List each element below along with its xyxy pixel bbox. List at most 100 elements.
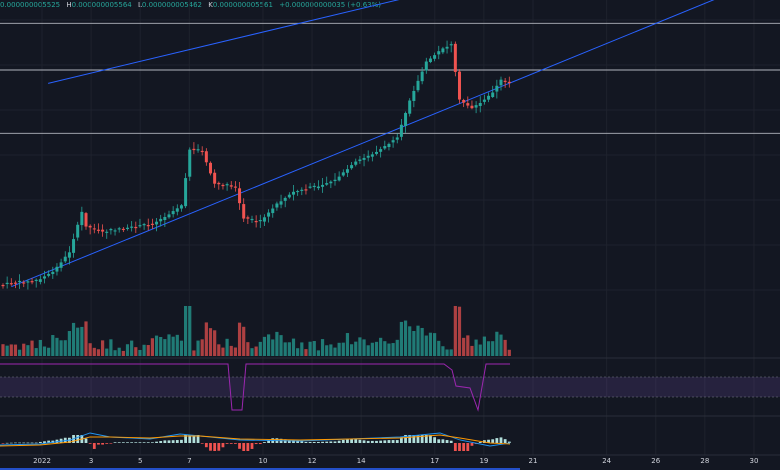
macd-histogram-bar [159, 441, 163, 443]
volume-bar [466, 335, 470, 356]
volume-bar [30, 340, 34, 356]
horizontal-levels[interactable] [0, 22, 780, 134]
volume-bar [470, 345, 474, 356]
candle-body [84, 213, 88, 227]
candle-body [316, 186, 320, 189]
candle-body [370, 154, 374, 157]
macd-histogram-bar [350, 439, 353, 443]
candle-body [275, 203, 279, 208]
macd-histogram-bar [113, 442, 117, 443]
volume-bar [92, 347, 96, 356]
trend-channel[interactable] [11, 0, 754, 288]
macd-histogram-bar [217, 443, 221, 451]
macd-histogram-bar [38, 441, 42, 443]
macd-histogram-bar [408, 435, 412, 443]
volume-bar [167, 334, 171, 356]
candle-body [18, 280, 22, 283]
candle-body [466, 103, 470, 106]
macd-histogram-bar [88, 443, 92, 444]
candle-body [109, 229, 113, 231]
macd-histogram-bar [97, 443, 100, 445]
volume-bar [383, 341, 387, 356]
macd-histogram-bar [142, 442, 146, 443]
candle-body [196, 149, 200, 151]
volume-bar [333, 347, 337, 356]
time-axis[interactable]: 2022 3 5 7 10 12 14 17 19 21 24 26 28 30 [0, 457, 758, 470]
volume-bar [408, 326, 412, 356]
volume-bar [395, 339, 399, 356]
macd-histogram-bar [43, 441, 46, 443]
candle-body [321, 184, 325, 187]
candle-body [337, 176, 341, 181]
macd-histogram-bar [188, 435, 192, 443]
macd-histogram-bar [229, 443, 233, 444]
volume-bar [296, 348, 300, 356]
macd-histogram-bar [5, 442, 9, 444]
macd-histogram-bar [483, 440, 486, 443]
macd-histogram-bar [180, 439, 183, 443]
macd-histogram-bar [346, 439, 349, 443]
macd-histogram-bar [321, 441, 324, 443]
macd-pane [0, 432, 511, 451]
macd-histogram-bar [76, 435, 80, 443]
ohlc-low-value: 0.000000005462 [141, 1, 203, 9]
volume-bar [121, 350, 125, 356]
candle-body [395, 137, 399, 140]
macd-histogram-bar [375, 440, 378, 443]
macd-histogram-bar [453, 443, 457, 451]
volume-bar [146, 345, 150, 356]
volume-bar [134, 347, 138, 356]
macd-histogram-bar [424, 435, 428, 443]
macd-histogram-bar [30, 442, 34, 444]
candle-body [329, 181, 333, 184]
volume-bar [84, 321, 88, 356]
macd-histogram-bar [117, 442, 121, 443]
volume-bar [71, 322, 76, 356]
macd-histogram-bar [400, 436, 403, 443]
volume-bar [457, 306, 462, 356]
volume-bar [291, 338, 296, 356]
candle-body [350, 165, 354, 169]
macd-histogram-bar [221, 443, 225, 448]
macd-histogram-bar [171, 440, 175, 443]
candle-body [233, 186, 237, 188]
macd-histogram-bar [325, 441, 329, 443]
volume-bar [88, 343, 92, 356]
volume-bar [13, 344, 18, 356]
candle-body [179, 205, 183, 209]
rsi-pane [0, 363, 780, 412]
candle-body [67, 252, 71, 258]
volume-bar [105, 348, 109, 356]
macd-histogram-bar [312, 441, 316, 443]
macd-histogram-bar [1, 443, 5, 444]
volume-bar [9, 344, 13, 356]
candle-body [304, 189, 308, 191]
candle-body [416, 80, 420, 91]
volume-bar [154, 335, 159, 356]
macd-histogram-bar [416, 435, 420, 443]
candle-body [495, 85, 499, 92]
volume-bar [5, 345, 9, 356]
volume-bar [117, 347, 121, 356]
candle-body [507, 81, 511, 84]
volume-bar [63, 340, 67, 356]
volume-bar [196, 340, 200, 356]
macd-histogram-bar [151, 442, 154, 443]
candle-body [453, 43, 457, 72]
macd-histogram-bar [242, 443, 246, 451]
macd-histogram-bar [238, 443, 241, 449]
volume-bar [55, 337, 59, 356]
volume-bar [233, 347, 237, 356]
candle-body [209, 162, 212, 174]
candle-body [126, 227, 129, 229]
candle-body [292, 191, 295, 195]
volume-bar [474, 339, 478, 356]
candle-body [217, 182, 221, 185]
volume-bar [275, 331, 279, 356]
volume-bar [200, 339, 204, 356]
volume-bar [109, 339, 113, 356]
volume-bar [433, 333, 437, 356]
macd-histogram-bar [155, 441, 158, 443]
candle-body [9, 283, 13, 285]
